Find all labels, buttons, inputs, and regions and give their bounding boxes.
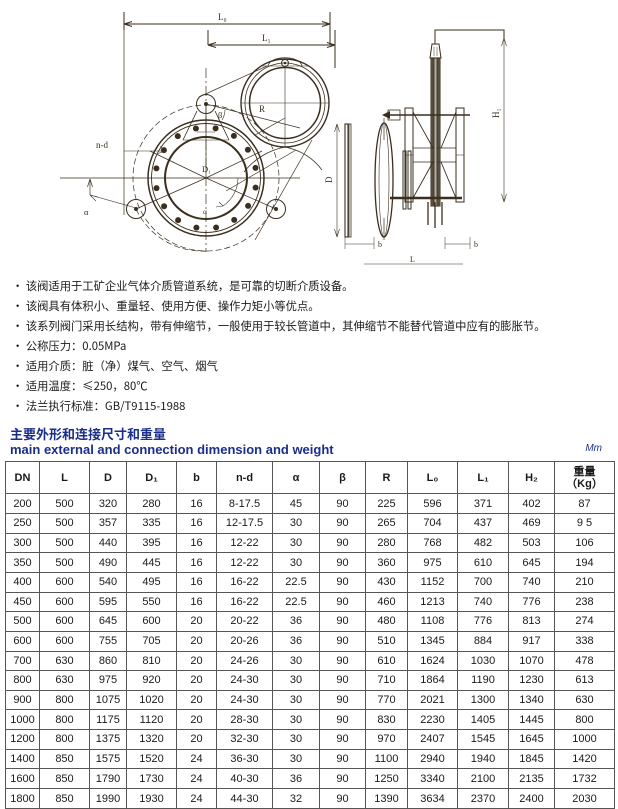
svg-text:n-d: n-d [96,140,108,150]
svg-text:α: α [203,207,207,216]
svg-text:L₁: L₁ [262,33,271,43]
svg-text:β: β [218,110,222,120]
svg-text:H₁: H₁ [491,108,501,118]
svg-text:D: D [324,176,334,183]
svg-text:b: b [474,240,478,249]
svg-text:α: α [84,207,89,217]
svg-text:L₀: L₀ [218,12,227,22]
svg-text:L: L [410,255,415,264]
svg-text:R: R [259,104,265,114]
svg-text:D₁: D₁ [202,164,211,174]
svg-text:b: b [378,240,382,249]
